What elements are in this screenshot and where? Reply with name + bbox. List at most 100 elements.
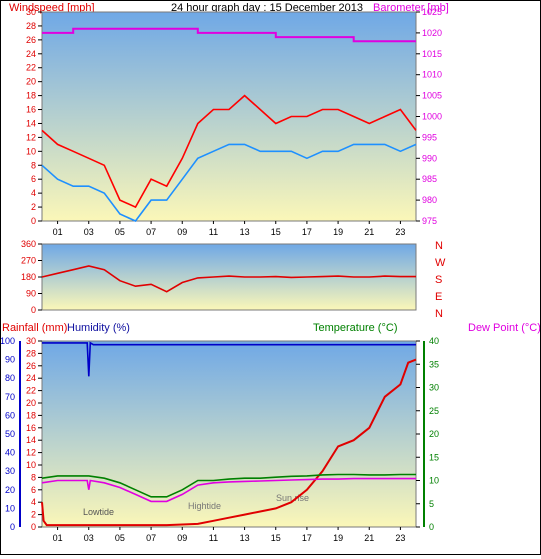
temp-ytick-label-10: 10 (429, 476, 439, 486)
rain-ytick-label-0: 0 (31, 522, 36, 532)
baro-ytick-label-995: 995 (422, 132, 437, 142)
temperature-axis-label: Temperature (°C) (313, 322, 397, 334)
rainfall-line (41, 358, 417, 527)
rain-xtick-label-13: 13 (240, 533, 250, 543)
rain-ytick-label-20: 20 (26, 398, 36, 408)
chart-title: 24 hour graph day : 15 December 2013 (171, 2, 363, 14)
humidity-ytick-label-90: 90 (5, 355, 15, 365)
temp-ytick-label-30: 30 (429, 383, 439, 393)
rain-ytick-label-16: 16 (26, 423, 36, 433)
wind-xtick-label-23: 23 (395, 227, 405, 237)
dewpoint-axis-label: Dew Point (°C) (468, 322, 540, 334)
wind-xtick-label-15: 15 (271, 227, 281, 237)
windspeed-max-line (41, 94, 417, 209)
rainfall-axis-label: Rainfall (mm) (2, 322, 67, 334)
humidity-ytick-label-10: 10 (5, 503, 15, 513)
baro-ytick-label-1025: 1025 (422, 7, 442, 17)
hightide-annotation: Hightide (188, 501, 221, 511)
wind-xtick-label-07: 07 (146, 227, 156, 237)
wind-xtick-label-19: 19 (333, 227, 343, 237)
compass-label-4: N (435, 308, 443, 320)
rain-xtick-label-17: 17 (302, 533, 312, 543)
wind-ytick-label-0: 0 (31, 216, 36, 226)
rain-ytick-label-8: 8 (31, 472, 36, 482)
rain-ytick-label-12: 12 (26, 448, 36, 458)
wind-ytick-label-20: 20 (26, 77, 36, 87)
rain-xtick-label-11: 11 (209, 533, 218, 543)
wind-ytick-label-10: 10 (26, 146, 36, 156)
humidity-ytick-label-60: 60 (5, 410, 15, 420)
rain-ytick-label-10: 10 (26, 460, 36, 470)
baro-ytick-label-990: 990 (422, 153, 437, 163)
windspeed-axis-label: Windspeed [mph] (9, 2, 95, 14)
rain-ytick-label-24: 24 (26, 373, 36, 383)
rain-ytick-label-30: 30 (26, 336, 36, 346)
baro-ytick-label-985: 985 (422, 174, 437, 184)
rain-xtick-label-23: 23 (395, 533, 405, 543)
baro-ytick-label-980: 980 (422, 195, 437, 205)
rain-ytick-label-2: 2 (31, 510, 36, 520)
rain-xtick-label-07: 07 (146, 533, 156, 543)
compass-label-3: E (435, 291, 442, 303)
compass-label-2: S (435, 274, 442, 286)
temp-ytick-label-35: 35 (429, 359, 439, 369)
rain-ytick-label-26: 26 (26, 361, 36, 371)
wind-xtick-label-13: 13 (240, 227, 250, 237)
temp-ytick-label-20: 20 (429, 429, 439, 439)
rain-xtick-label-05: 05 (115, 533, 125, 543)
lowtide-annotation: Lowtide (83, 507, 114, 517)
wind-ytick-label-4: 4 (31, 188, 36, 198)
rain-ytick-label-18: 18 (26, 410, 36, 420)
wind-xtick-label-11: 11 (209, 227, 218, 237)
wind-direction-line (41, 265, 416, 293)
humidity-ytick-label-30: 30 (5, 466, 15, 476)
rain-ytick-label-4: 4 (31, 497, 36, 507)
wind-ytick-label-12: 12 (26, 132, 36, 142)
dir-ytick-label-180: 180 (21, 272, 36, 282)
dir-ytick-label-90: 90 (26, 289, 36, 299)
rain-xtick-label-19: 19 (333, 533, 343, 543)
compass-label-0: N (435, 240, 443, 252)
baro-ytick-label-1015: 1015 (422, 49, 442, 59)
humidity-line (42, 341, 416, 377)
wind-ytick-label-28: 28 (26, 21, 36, 31)
wind-ytick-label-16: 16 (26, 105, 36, 115)
rain-xtick-label-09: 09 (177, 533, 187, 543)
rain-temp-panel (41, 340, 417, 528)
rain-ytick-label-22: 22 (26, 386, 36, 396)
wind-ytick-label-30: 30 (26, 7, 36, 17)
wind-ytick-label-14: 14 (26, 118, 36, 128)
humidity-ytick-label-0: 0 (10, 522, 15, 532)
temp-ytick-label-15: 15 (429, 452, 439, 462)
wind-ytick-label-26: 26 (26, 35, 36, 45)
dir-ytick-label-0: 0 (31, 305, 36, 315)
rain-ytick-label-6: 6 (31, 485, 36, 495)
rain-xtick-label-01: 01 (53, 533, 63, 543)
windspeed-avg-line (41, 143, 417, 222)
wind-xtick-label-09: 09 (177, 227, 187, 237)
humidity-ytick-label-20: 20 (5, 485, 15, 495)
temp-ytick-label-25: 25 (429, 406, 439, 416)
wind-ytick-label-8: 8 (31, 160, 36, 170)
rain-ytick-label-14: 14 (26, 435, 36, 445)
humidity-ytick-label-50: 50 (5, 429, 15, 439)
baro-ytick-label-1010: 1010 (422, 70, 442, 80)
dir-ytick-label-270: 270 (21, 256, 36, 266)
wind-ytick-label-6: 6 (31, 174, 36, 184)
humidity-axis-label: Humidity (%) (67, 322, 130, 334)
baro-ytick-label-1020: 1020 (422, 28, 442, 38)
humidity-ytick-label-100: 100 (1, 336, 15, 346)
wind-ytick-label-18: 18 (26, 91, 36, 101)
baro-ytick-label-975: 975 (422, 216, 437, 226)
wind-xtick-label-01: 01 (53, 227, 63, 237)
barometer-axis-label: Barometer [mb] (373, 2, 449, 14)
wind-ytick-label-2: 2 (31, 202, 36, 212)
wind-xtick-label-03: 03 (84, 227, 94, 237)
temp-ytick-label-0: 0 (429, 522, 434, 532)
baro-ytick-label-1000: 1000 (422, 112, 442, 122)
temp-ytick-label-5: 5 (429, 499, 434, 509)
wind-xtick-label-17: 17 (302, 227, 312, 237)
wind-ytick-label-22: 22 (26, 63, 36, 73)
